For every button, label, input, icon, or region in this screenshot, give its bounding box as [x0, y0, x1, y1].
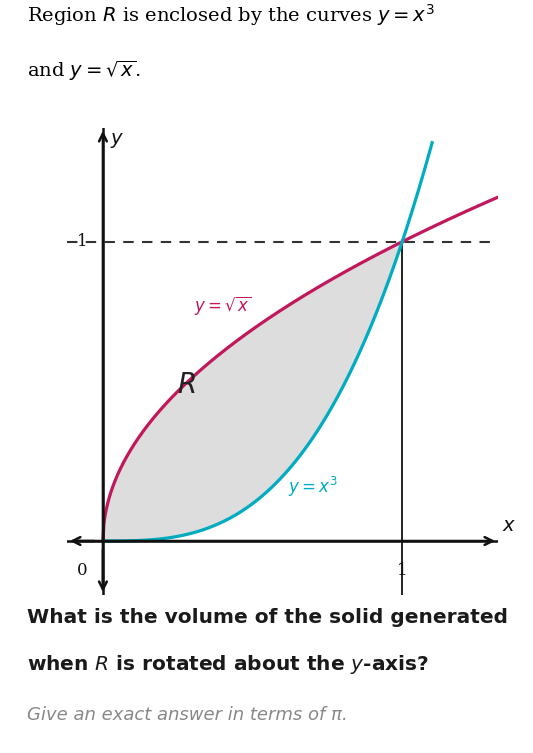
Text: $y$: $y$ — [110, 131, 125, 150]
Text: 1: 1 — [77, 233, 88, 250]
Text: $R$: $R$ — [177, 372, 196, 399]
Text: 1: 1 — [397, 562, 408, 579]
Text: $y = x^3$: $y = x^3$ — [288, 475, 338, 499]
Text: Give an exact answer in terms of π.: Give an exact answer in terms of π. — [27, 706, 348, 724]
Text: $y = \sqrt{x}$: $y = \sqrt{x}$ — [194, 294, 251, 316]
Text: What is the volume of the solid generated: What is the volume of the solid generate… — [27, 608, 507, 626]
Text: 0: 0 — [77, 562, 88, 579]
Text: when $R$ is rotated about the $y$-axis?: when $R$ is rotated about the $y$-axis? — [27, 653, 429, 676]
Text: $x$: $x$ — [503, 517, 516, 535]
Text: and $y = \sqrt{x}$.: and $y = \sqrt{x}$. — [27, 59, 140, 83]
Text: Region $R$ is enclosed by the curves $y = x^3$: Region $R$ is enclosed by the curves $y … — [27, 2, 434, 28]
